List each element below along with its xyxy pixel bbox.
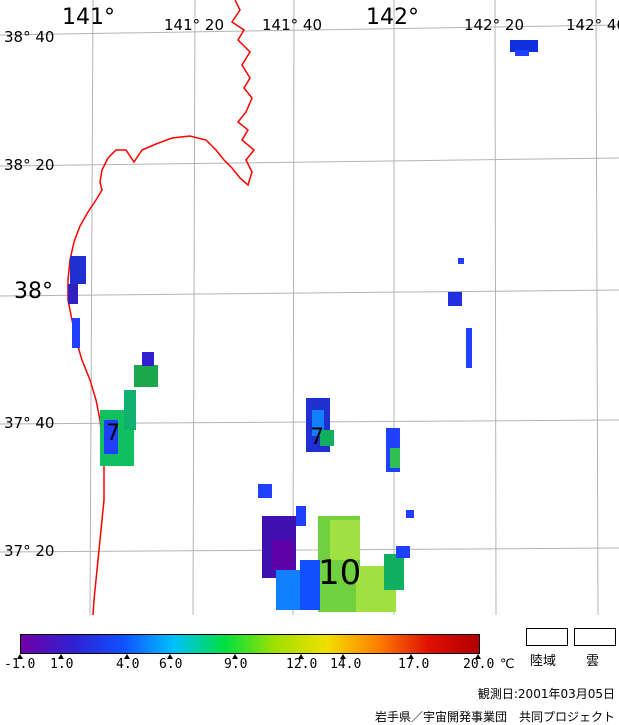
colorbar-tick-label: 17.0 xyxy=(398,657,430,672)
colorbar-tick-label: 14.0 xyxy=(330,657,362,672)
colorbar-tick-label: 4.0 xyxy=(116,657,140,672)
cloud-legend-label: 雲 xyxy=(586,654,600,669)
lon-label: 141° 20 xyxy=(164,16,224,34)
lon-label: 141° xyxy=(62,5,115,30)
colorbar-tick-label: 1.0 xyxy=(50,657,74,672)
observation-date: 観測日:2001年03月05日 xyxy=(477,687,615,701)
colorbar-tick-mark xyxy=(408,654,414,659)
lon-label: 142° 20 xyxy=(464,16,524,34)
lat-label: 37° 40 xyxy=(4,414,54,432)
lat-label: 37° 20 xyxy=(4,542,54,560)
colorbar-tick-mark xyxy=(124,654,130,659)
sst-patches xyxy=(68,40,538,612)
colorbar-tick-label: -1.0 xyxy=(4,657,36,672)
temperature-unit: ℃ xyxy=(500,657,515,672)
colorbar-tick-mark xyxy=(475,654,481,659)
cloud-legend-swatch xyxy=(574,628,616,646)
contour-label: 10 xyxy=(318,553,361,593)
sst-map: 7 7 10 141° 141° 20 141° 40 142° 142° 20… xyxy=(0,0,619,615)
coastline xyxy=(67,0,256,615)
colorbar-tick-label: 6.0 xyxy=(159,657,183,672)
credit-line: 岩手県／宇宙開発事業団 共同プロジェクト xyxy=(374,710,615,724)
temperature-colorbar xyxy=(20,634,480,654)
colorbar-tick-label: 20.0 xyxy=(463,657,495,672)
land-legend-swatch xyxy=(526,628,568,646)
graticule xyxy=(0,0,619,615)
colorbar-tick-label: 12.0 xyxy=(286,657,318,672)
colorbar-tick-mark xyxy=(17,654,23,659)
colorbar-tick-mark xyxy=(167,654,173,659)
colorbar-tick-label: 9.0 xyxy=(224,657,248,672)
colorbar-tick-mark xyxy=(340,654,346,659)
colorbar-tick-mark xyxy=(232,654,238,659)
lat-label: 38° xyxy=(14,279,53,304)
colorbar-tick-mark xyxy=(298,654,304,659)
lon-label: 142° 40 xyxy=(566,16,619,34)
lat-label: 38° 40 xyxy=(4,28,54,46)
land-legend-label: 陸域 xyxy=(530,654,557,669)
contour-label: 7 xyxy=(310,425,324,450)
colorbar-tick-mark xyxy=(58,654,64,659)
lon-label: 142° xyxy=(366,5,419,30)
contour-label: 7 xyxy=(106,421,120,446)
lat-label: 38° 20 xyxy=(4,156,54,174)
lon-label: 141° 40 xyxy=(262,16,322,34)
